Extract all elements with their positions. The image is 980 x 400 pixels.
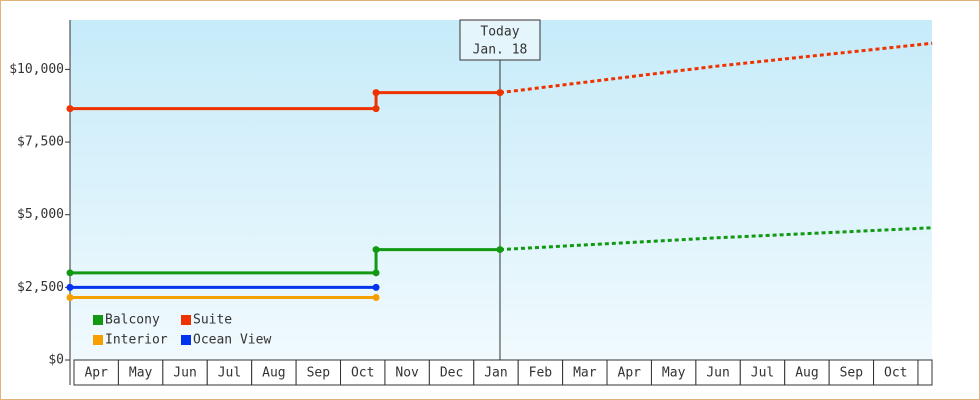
x-tick-box bbox=[562, 359, 608, 386]
x-tick-label: May bbox=[662, 366, 686, 381]
y-tick-label: $10,000 bbox=[9, 62, 64, 77]
x-tick-label: Jul bbox=[751, 366, 774, 381]
x-tick-label: Apr bbox=[618, 366, 642, 381]
x-tick-label: Oct bbox=[884, 366, 907, 381]
x-tick-label: Oct bbox=[351, 366, 374, 381]
point bbox=[372, 283, 380, 291]
point bbox=[496, 89, 504, 97]
today-label: Today bbox=[480, 25, 519, 40]
point bbox=[372, 105, 380, 113]
x-tick-box bbox=[873, 359, 919, 386]
x-tick-label: Mar bbox=[573, 366, 597, 381]
x-tick-label: Jan bbox=[484, 366, 507, 381]
x-tick-box bbox=[295, 359, 342, 386]
x-tick-label: Apr bbox=[84, 366, 108, 381]
x-tick-label: Aug bbox=[795, 366, 818, 381]
point bbox=[66, 283, 74, 291]
y-tick-label: $7,500 bbox=[17, 135, 64, 150]
x-tick-box bbox=[117, 359, 164, 386]
forecast-line bbox=[499, 41, 933, 95]
x-tick-box bbox=[695, 359, 741, 386]
point bbox=[372, 89, 380, 97]
x-tick-box bbox=[473, 359, 519, 386]
y-tick-label: $2,500 bbox=[17, 280, 64, 295]
point bbox=[372, 294, 380, 302]
point bbox=[66, 105, 74, 113]
point bbox=[66, 269, 74, 277]
legend-swatch bbox=[93, 315, 103, 325]
x-tick-label: Jun bbox=[706, 366, 729, 381]
legend-swatch bbox=[181, 335, 191, 345]
x-tick-box bbox=[206, 359, 253, 386]
x-tick-box bbox=[828, 359, 875, 386]
x-tick-label: Dec bbox=[440, 366, 463, 381]
legend-label: Balcony bbox=[105, 313, 160, 328]
x-tick-label: Jun bbox=[173, 366, 196, 381]
x-tick-box bbox=[650, 359, 697, 386]
y-tick-label: $5,000 bbox=[17, 207, 64, 222]
x-tick-label: Aug bbox=[262, 366, 285, 381]
legend-label: Interior bbox=[105, 333, 168, 348]
today-box bbox=[459, 19, 541, 61]
x-tick-box bbox=[917, 359, 933, 386]
today-date: Jan. 18 bbox=[473, 43, 528, 58]
x-tick-label: Feb bbox=[529, 366, 553, 381]
legend-swatch bbox=[181, 315, 191, 325]
x-tick-label: Sep bbox=[307, 366, 331, 381]
legend-label: Ocean View bbox=[193, 333, 271, 348]
x-tick-label: May bbox=[129, 366, 153, 381]
point bbox=[66, 294, 74, 302]
x-tick-label: Nov bbox=[395, 366, 419, 381]
series-line bbox=[70, 91, 500, 111]
point bbox=[496, 246, 504, 254]
legend-swatch bbox=[93, 335, 103, 345]
x-tick-box bbox=[384, 359, 430, 386]
x-tick-box bbox=[784, 359, 830, 386]
plot-area bbox=[70, 20, 932, 360]
x-tick-label: Jul bbox=[218, 366, 241, 381]
legend-label: Suite bbox=[193, 313, 232, 328]
forecast-line bbox=[499, 226, 933, 252]
point bbox=[372, 246, 380, 254]
point bbox=[372, 269, 380, 277]
x-tick-label: Sep bbox=[840, 366, 864, 381]
series-line bbox=[70, 248, 500, 275]
y-tick-label: $0 bbox=[48, 353, 64, 368]
